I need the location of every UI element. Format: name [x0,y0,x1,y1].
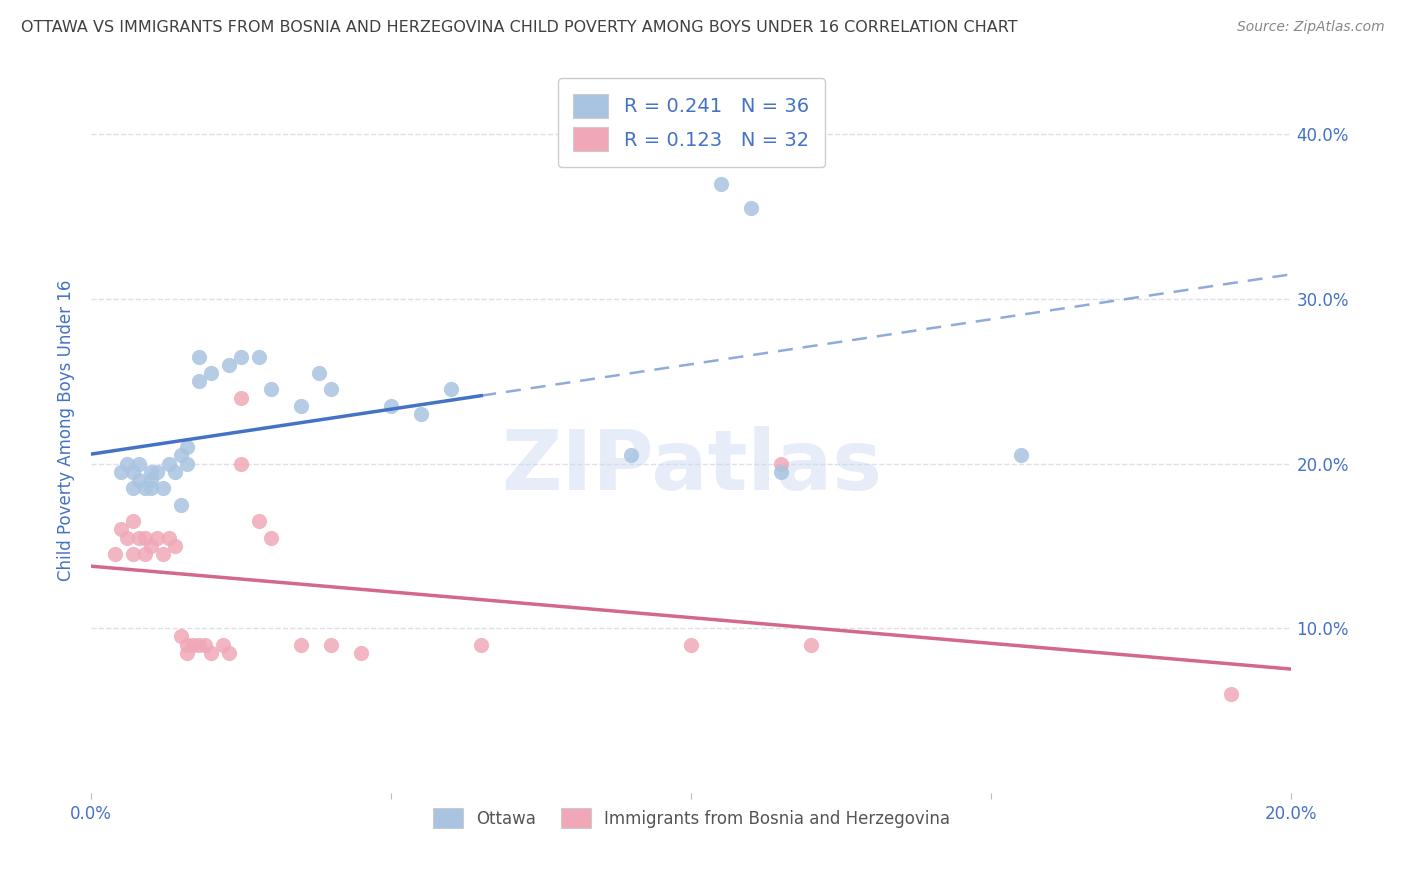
Point [188,374,211,388]
Point [770,465,793,479]
Point [260,531,283,545]
Point [188,638,211,652]
Point [212,638,235,652]
Point [122,547,145,561]
Point [176,638,198,652]
Point [128,473,150,487]
Y-axis label: Child Poverty Among Boys Under 16: Child Poverty Among Boys Under 16 [58,280,75,582]
Point [231,350,253,364]
Point [710,177,733,191]
Point [1010,448,1032,462]
Point [170,498,193,512]
Point [176,440,198,454]
Point [110,465,132,479]
Point [170,629,193,643]
Point [231,457,253,471]
Point [620,448,643,462]
Point [200,646,222,660]
Point [308,366,330,380]
Text: OTTAWA VS IMMIGRANTS FROM BOSNIA AND HERZEGOVINA CHILD POVERTY AMONG BOYS UNDER : OTTAWA VS IMMIGRANTS FROM BOSNIA AND HER… [21,20,1018,35]
Point [321,638,343,652]
Point [134,481,156,495]
Point [104,547,127,561]
Point [122,514,145,528]
Point [176,457,198,471]
Point [146,465,169,479]
Point [157,531,180,545]
Point [290,638,312,652]
Point [176,646,198,660]
Point [152,547,174,561]
Point [165,465,187,479]
Point [122,481,145,495]
Point [1220,687,1243,701]
Point [800,638,823,652]
Point [115,457,138,471]
Legend: Ottawa, Immigrants from Bosnia and Herzegovina: Ottawa, Immigrants from Bosnia and Herze… [426,801,956,835]
Point [770,457,793,471]
Point [165,539,187,553]
Point [122,465,145,479]
Point [152,481,174,495]
Point [218,358,240,372]
Point [128,457,150,471]
Point [157,457,180,471]
Point [200,366,222,380]
Point [115,531,138,545]
Point [141,465,163,479]
Point [134,547,156,561]
Point [188,350,211,364]
Point [170,448,193,462]
Point [231,391,253,405]
Point [247,350,270,364]
Point [411,407,433,421]
Point [247,514,270,528]
Point [321,383,343,397]
Point [110,522,132,536]
Point [470,638,492,652]
Point [194,638,217,652]
Point [141,473,163,487]
Point [181,638,204,652]
Point [260,383,283,397]
Point [134,531,156,545]
Point [141,539,163,553]
Point [740,202,762,216]
Text: Source: ZipAtlas.com: Source: ZipAtlas.com [1237,20,1385,34]
Text: ZIPatlas: ZIPatlas [501,426,882,508]
Point [146,531,169,545]
Point [440,383,463,397]
Point [350,646,373,660]
Point [141,481,163,495]
Point [128,531,150,545]
Point [290,399,312,413]
Point [681,638,703,652]
Point [380,399,402,413]
Point [218,646,240,660]
